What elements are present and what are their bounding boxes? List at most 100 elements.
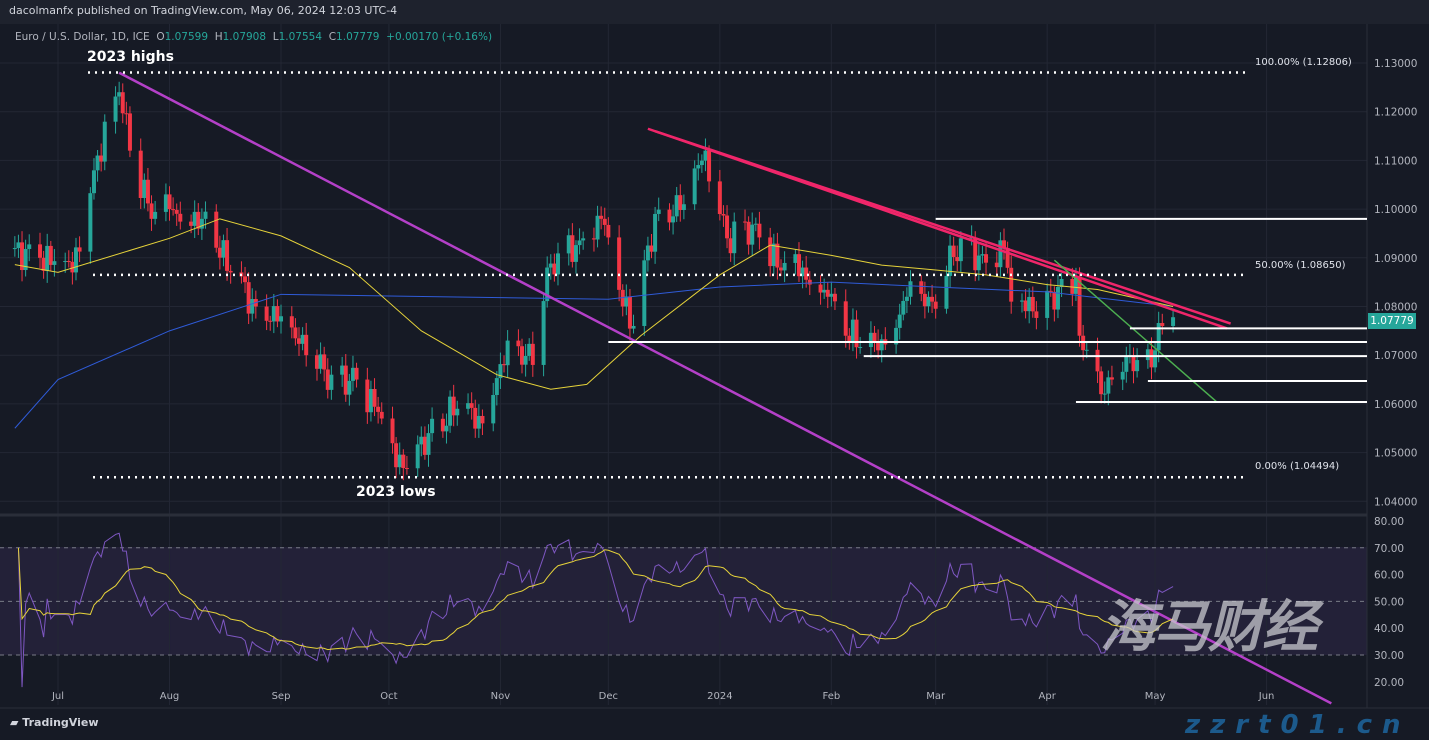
candle [376, 406, 381, 412]
candle [545, 267, 550, 302]
candle [246, 282, 251, 314]
price-tick-label: 1.13000 [1374, 58, 1417, 70]
candle [113, 96, 118, 122]
candle [1030, 296, 1035, 312]
close-label: C [328, 31, 337, 43]
price-tick-label: 1.06000 [1374, 399, 1417, 411]
candle [372, 388, 377, 407]
candle [1070, 278, 1075, 294]
candle [214, 211, 219, 248]
candle [1102, 393, 1107, 395]
candle [825, 289, 830, 297]
candle [591, 238, 596, 240]
low-value: 1.07554 [278, 31, 323, 43]
candle [1131, 355, 1136, 372]
tradingview-logo[interactable]: ▰ TradingView [10, 716, 99, 729]
candle [502, 364, 507, 366]
change-value: +0.00170 (+0.16%) [386, 31, 493, 43]
candle [221, 240, 226, 258]
candle [620, 289, 625, 307]
candle [394, 443, 399, 468]
candle [631, 325, 636, 329]
candle [1156, 323, 1161, 351]
price-tick-label: 1.12000 [1374, 107, 1417, 119]
candle [645, 245, 650, 261]
candle [473, 407, 478, 429]
price-tick-label: 1.07000 [1374, 350, 1417, 362]
rsi-tick-label: 30.00 [1374, 650, 1404, 662]
time-tick-label: Jun [1258, 691, 1275, 702]
candle [922, 293, 927, 307]
candle [843, 301, 848, 336]
candle [868, 332, 873, 348]
resistance-trendline [654, 129, 1232, 325]
candle [289, 316, 294, 328]
candle [354, 367, 359, 380]
candle [904, 296, 909, 301]
candle [401, 454, 406, 469]
candle [595, 215, 600, 240]
price-tick-label: 1.10000 [1374, 204, 1417, 216]
candle [793, 254, 798, 263]
candle [95, 155, 100, 171]
candle [426, 433, 431, 455]
candle [930, 296, 935, 302]
candle [163, 194, 168, 212]
time-tick-label: Aug [160, 691, 180, 702]
candle [498, 364, 503, 379]
candle [555, 253, 560, 275]
candle [624, 296, 629, 307]
candle [653, 213, 658, 252]
candle [466, 403, 471, 409]
candle [38, 244, 43, 258]
candle [944, 275, 949, 309]
high-value: 1.07908 [222, 31, 267, 43]
fib-0-label: 0.00% (1.04494) [1255, 461, 1340, 472]
candle [390, 418, 395, 444]
fib-100-label: 100.00% (1.12806) [1255, 57, 1352, 68]
candle [124, 113, 129, 115]
candle [404, 468, 409, 470]
candle [491, 395, 496, 424]
candle [117, 92, 122, 97]
candle [340, 365, 345, 375]
candle [455, 408, 460, 416]
candle [189, 221, 194, 226]
candle [1005, 248, 1010, 268]
candle [667, 209, 672, 223]
candle [12, 248, 17, 250]
candle [1023, 300, 1028, 312]
candle [379, 411, 384, 419]
publisher-bar: dacolmanfx published on TradingView.com,… [0, 0, 1429, 24]
candle [127, 113, 132, 151]
candle [778, 267, 783, 271]
candle [138, 150, 143, 198]
candle [984, 254, 989, 263]
candle [63, 261, 68, 263]
rsi-tick-label: 60.00 [1374, 570, 1404, 582]
candle [142, 179, 147, 198]
candle [444, 425, 449, 432]
candle [178, 213, 183, 222]
candle [192, 211, 197, 226]
candle [1002, 240, 1007, 249]
candle [847, 335, 852, 342]
low-label: L [272, 31, 279, 43]
candle [541, 301, 546, 365]
rsi-tick-label: 70.00 [1374, 543, 1404, 555]
open-value: 1.07599 [164, 31, 209, 43]
candle [771, 243, 776, 267]
candle [1153, 350, 1158, 368]
candle [627, 296, 632, 329]
candle [505, 340, 510, 366]
candle [1145, 349, 1150, 361]
candle [699, 160, 704, 166]
candle [16, 242, 21, 249]
price-tick-label: 1.09000 [1374, 253, 1417, 265]
high-label: H [214, 31, 223, 43]
candle [807, 279, 812, 285]
candle [750, 224, 755, 245]
candle [91, 170, 96, 194]
time-tick-label: 2024 [707, 691, 732, 702]
